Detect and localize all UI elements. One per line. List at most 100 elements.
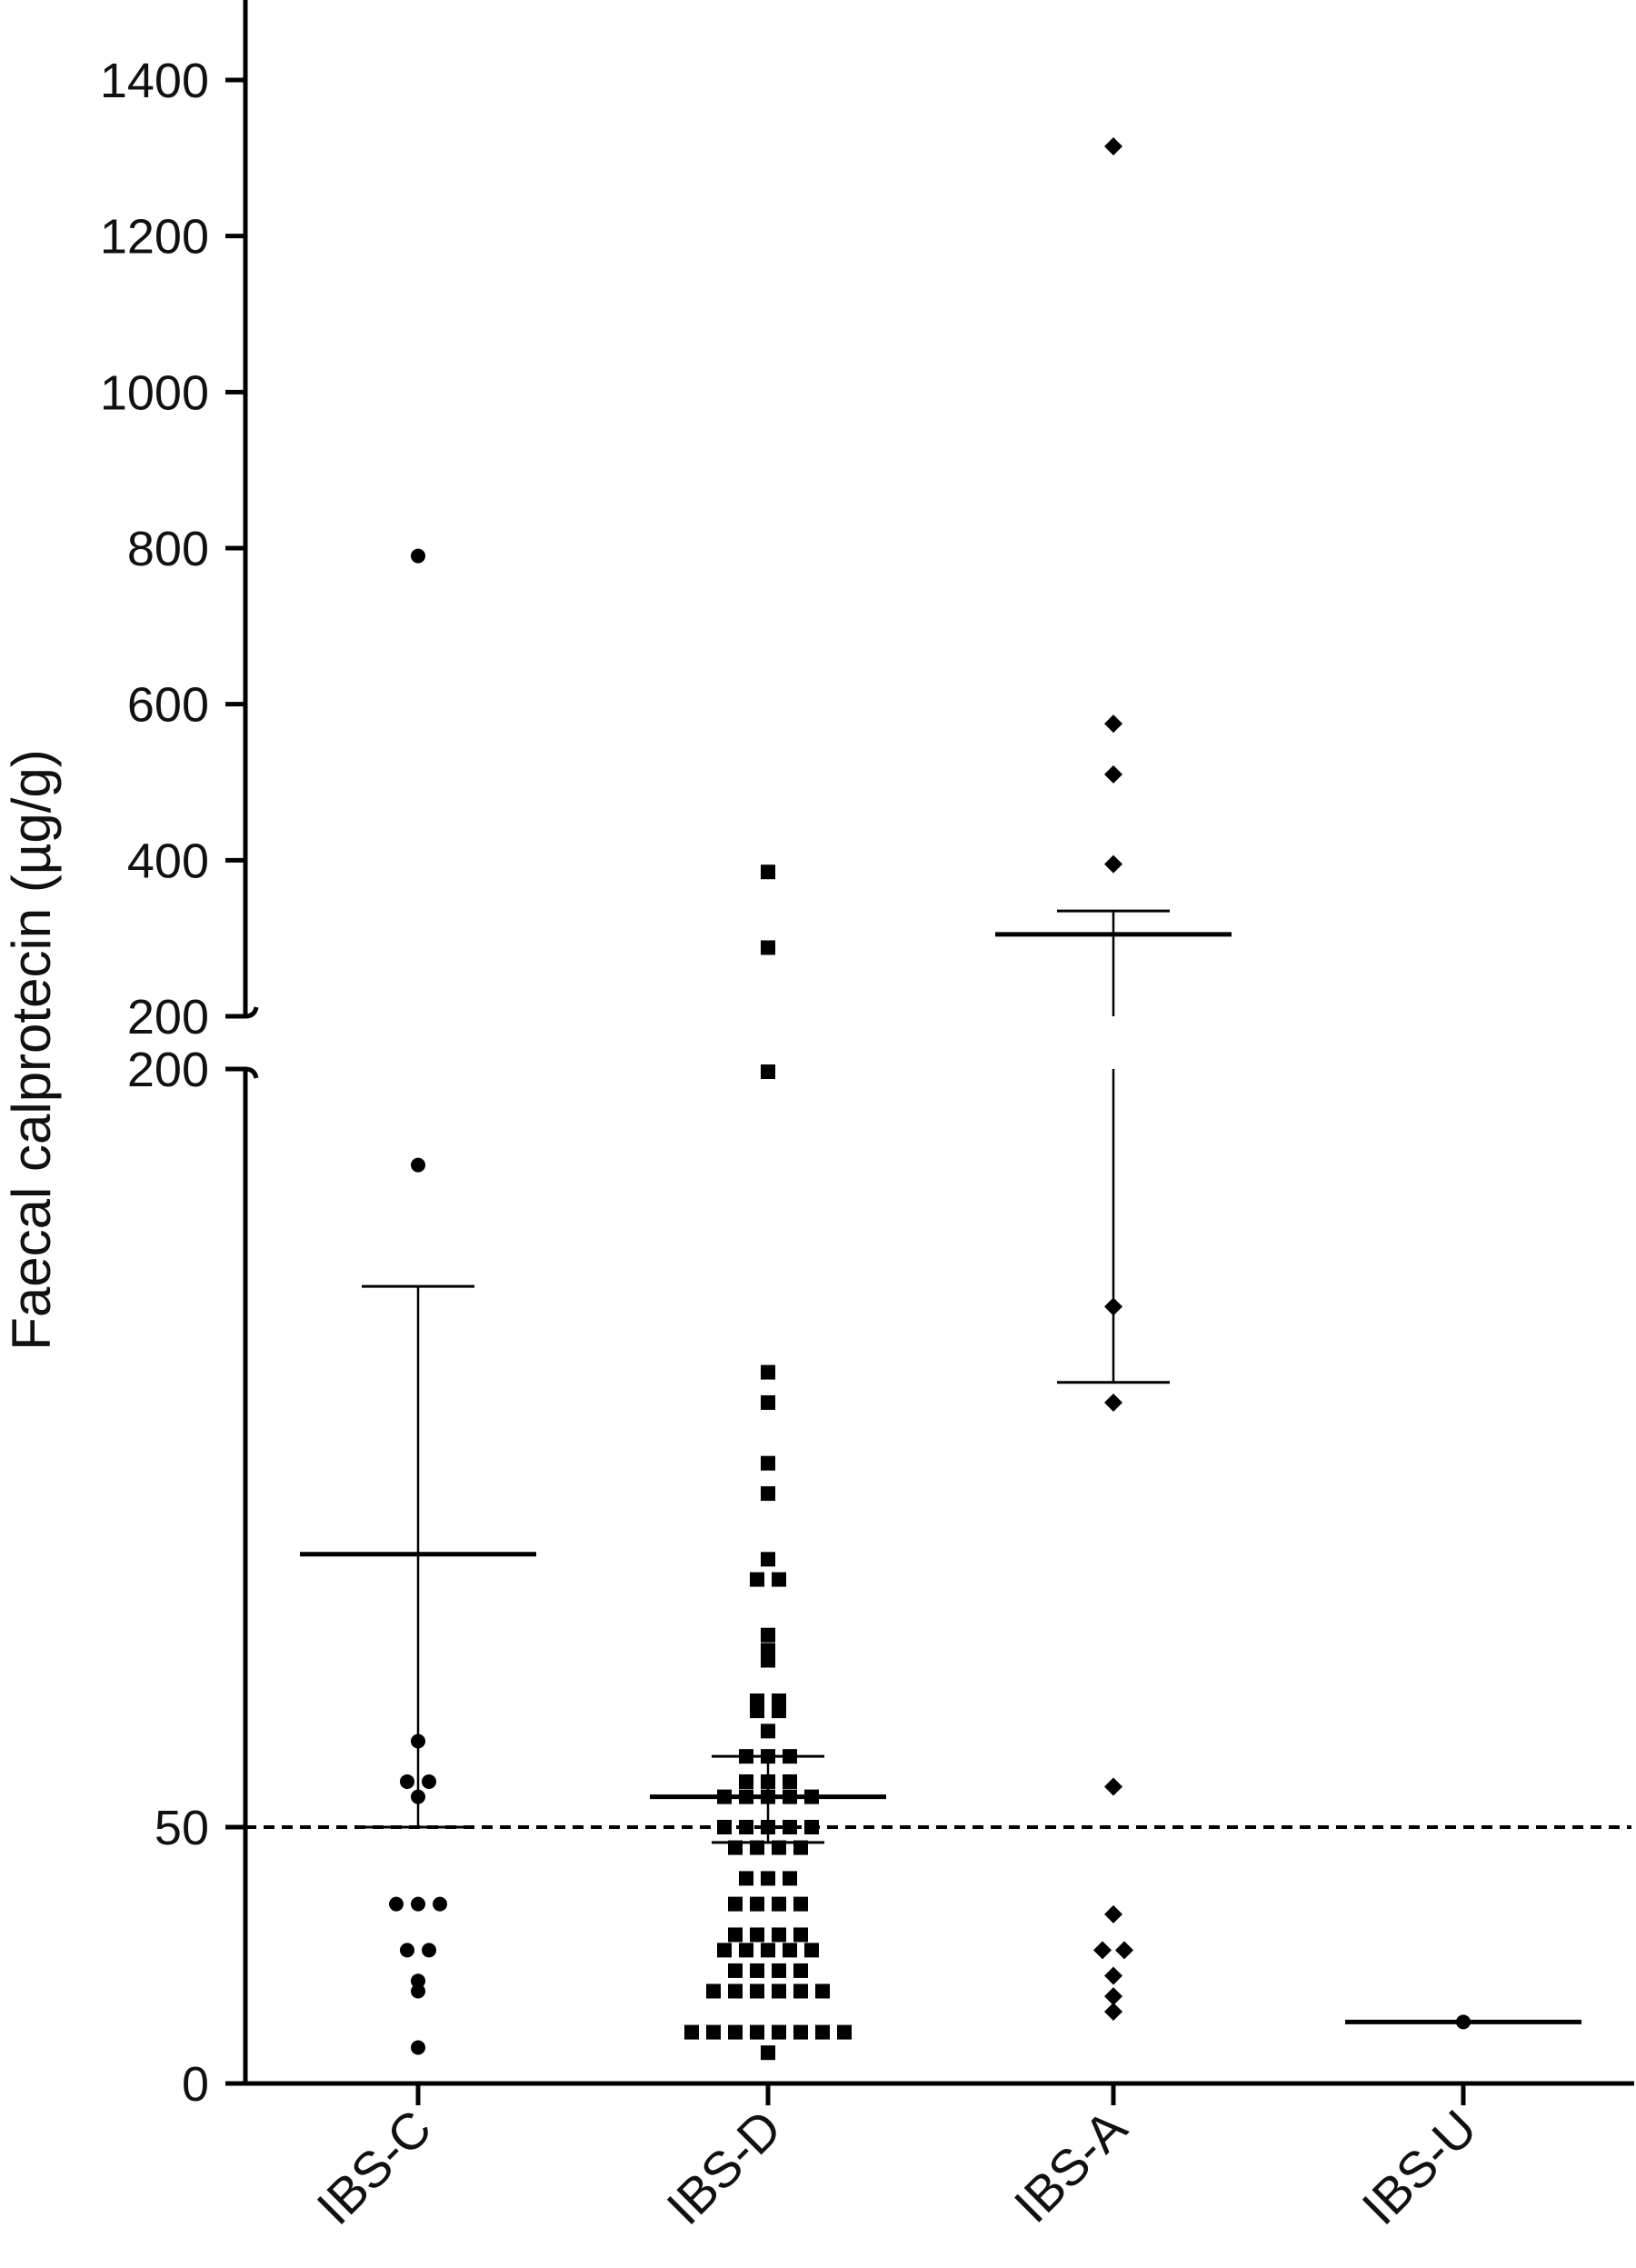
x-tick-label-ibs-a: IBS-A	[1003, 2098, 1138, 2233]
point-ibs-d-60	[750, 1983, 764, 1999]
point-ibs-d-22	[761, 1773, 775, 1789]
point-ibs-a-1	[1104, 714, 1122, 734]
point-ibs-d-29	[717, 1820, 732, 1834]
point-ibs-c-7	[411, 1896, 425, 1912]
point-ibs-d-7	[761, 1552, 775, 1567]
point-ibs-d-4	[761, 1394, 775, 1410]
point-ibs-d-45	[728, 1927, 743, 1943]
y-tick-label-upper-200: 200	[127, 990, 209, 1044]
point-ibs-d-16	[772, 1703, 786, 1719]
point-ibs-d-69	[793, 2024, 808, 2040]
y-tick-label-upper-1200: 1200	[100, 210, 209, 265]
point-ibs-c-13	[411, 2040, 425, 2055]
point-ibs-a-7	[1104, 1904, 1122, 1923]
axis-break-lower-mark	[244, 1066, 259, 1079]
axis-break-upper-mark	[244, 1006, 259, 1019]
point-ibs-c-0	[411, 548, 425, 564]
point-ibs-d-42	[750, 1896, 764, 1912]
point-ibs-d-9	[772, 1572, 786, 1587]
point-ibs-d-61	[772, 1983, 786, 1999]
point-ibs-c-12	[411, 1983, 425, 1999]
point-ibs-d-35	[750, 1840, 764, 1855]
point-ibs-d-62	[793, 1983, 808, 1999]
x-tick-label-ibs-u: IBS-U	[1351, 2099, 1487, 2235]
point-ibs-d-37	[793, 1840, 808, 1855]
point-ibs-d-44	[793, 1896, 808, 1912]
point-ibs-d-26	[761, 1789, 775, 1804]
point-ibs-d-65	[706, 2024, 721, 2040]
point-ibs-d-25	[739, 1789, 753, 1804]
point-ibs-c-1	[411, 1157, 425, 1173]
point-ibs-d-40	[783, 1871, 797, 1886]
point-ibs-d-23	[783, 1773, 797, 1789]
point-ibs-d-71	[837, 2024, 852, 2040]
point-ibs-d-64	[684, 2024, 699, 2040]
point-ibs-d-41	[728, 1896, 743, 1912]
category-labels-layer: IBS-C IBS-D IBS-A IBS-U	[305, 2083, 1487, 2235]
point-ibs-c-11	[411, 1973, 425, 1989]
point-ibs-d-49	[717, 1943, 732, 1958]
point-ibs-d-68	[772, 2024, 786, 2040]
point-ibs-d-1	[761, 940, 775, 955]
point-ibs-c-4	[422, 1773, 436, 1789]
point-ibs-c-10	[422, 1943, 436, 1958]
point-ibs-d-34	[728, 1840, 743, 1855]
point-ibs-a-2	[1104, 764, 1122, 784]
point-ibs-d-58	[706, 1983, 721, 1999]
axis-layer	[243, 0, 1634, 2086]
point-ibs-d-48	[793, 1927, 808, 1943]
point-ibs-d-2	[761, 1064, 775, 1079]
point-ibs-c-9	[400, 1943, 414, 1958]
y-tick-label-upper-400: 400	[127, 834, 209, 888]
point-ibs-d-24	[717, 1789, 732, 1804]
series-layer	[300, 136, 1581, 2061]
point-ibs-c-8	[433, 1896, 447, 1912]
point-ibs-c-6	[389, 1896, 404, 1912]
y-tick-label-lower-0: 0	[182, 2057, 209, 2112]
point-ibs-d-46	[750, 1927, 764, 1943]
point-ibs-d-53	[804, 1943, 819, 1958]
point-ibs-d-30	[739, 1820, 753, 1834]
point-ibs-d-0	[761, 864, 775, 880]
point-ibs-d-67	[750, 2024, 764, 2040]
point-ibs-d-70	[815, 2024, 830, 2040]
point-ibs-d-12	[761, 1653, 775, 1668]
point-ibs-a-0	[1104, 136, 1122, 155]
point-ibs-u-0	[1456, 2014, 1471, 2030]
point-ibs-d-3	[761, 1364, 775, 1380]
point-ibs-a-11	[1104, 1987, 1122, 2006]
point-ibs-d-18	[739, 1749, 753, 1764]
point-ibs-d-28	[804, 1789, 819, 1804]
point-ibs-a-10	[1104, 1966, 1122, 1985]
point-ibs-a-6	[1104, 1777, 1122, 1796]
point-ibs-a-12	[1104, 2003, 1122, 2022]
x-tick-label-ibs-d: IBS-D	[655, 2099, 792, 2235]
point-ibs-a-9	[1115, 1941, 1133, 1960]
point-ibs-d-27	[783, 1789, 797, 1804]
y-axis-title: Faecal calprotecin (µg/g)	[1, 749, 62, 1351]
point-ibs-d-15	[750, 1703, 764, 1719]
point-ibs-d-50	[739, 1943, 753, 1958]
point-ibs-c-5	[411, 1789, 425, 1804]
point-ibs-a-4	[1104, 1297, 1122, 1316]
point-ibs-d-57	[793, 1963, 808, 1978]
ticks-layer: 200 400 600 800 1000 1200 1400 0 50 200	[100, 54, 245, 2112]
point-ibs-d-39	[761, 1871, 775, 1886]
point-ibs-d-6	[761, 1486, 775, 1502]
point-ibs-d-66	[728, 2024, 743, 2040]
point-ibs-d-52	[783, 1943, 797, 1958]
point-ibs-a-5	[1104, 1393, 1122, 1412]
point-ibs-d-55	[750, 1963, 764, 1978]
point-ibs-d-56	[772, 1963, 786, 1978]
y-tick-label-lower-50: 50	[155, 1801, 209, 1855]
point-ibs-c-2	[411, 1733, 425, 1749]
point-ibs-d-10	[761, 1627, 775, 1643]
point-ibs-d-63	[815, 1983, 830, 1999]
y-tick-label-lower-200: 200	[127, 1043, 209, 1097]
y-tick-label-upper-600: 600	[127, 678, 209, 733]
y-tick-label-upper-800: 800	[127, 522, 209, 576]
y-tick-label-upper-1400: 1400	[100, 54, 209, 108]
point-ibs-d-8	[750, 1572, 764, 1587]
